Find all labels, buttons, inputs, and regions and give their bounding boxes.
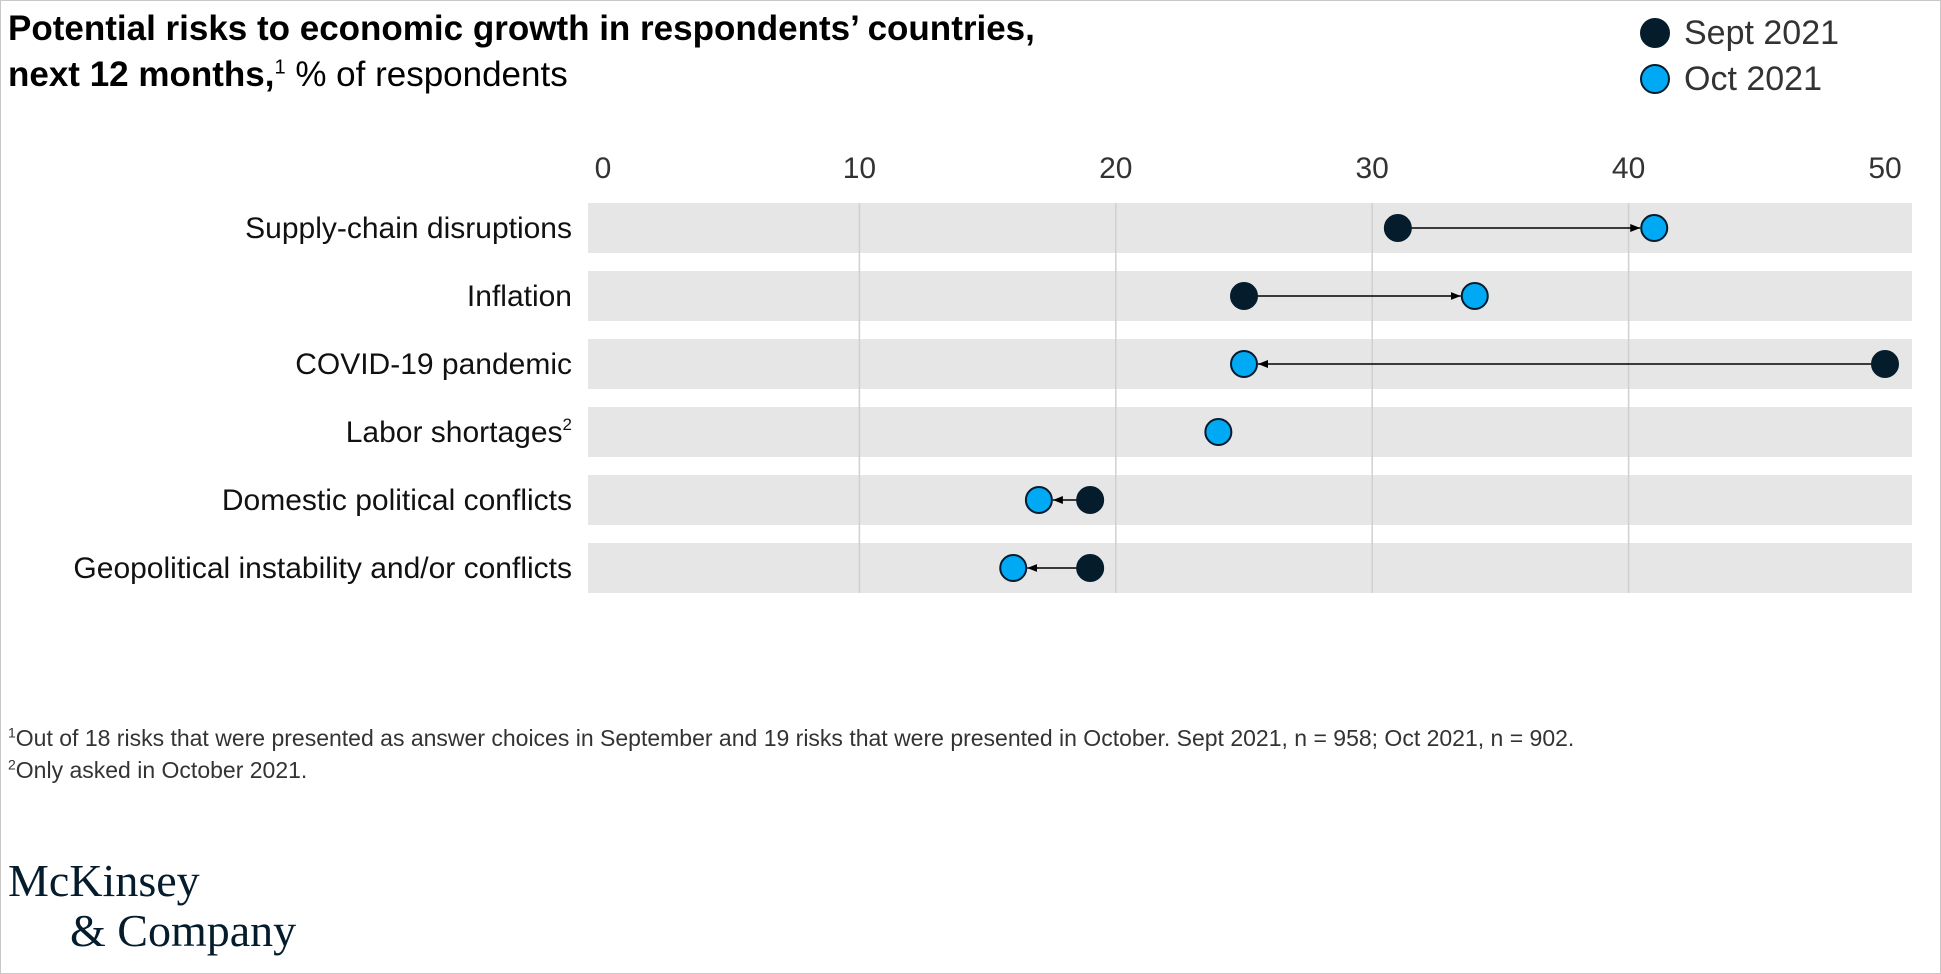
legend-label-sept: Sept 2021 xyxy=(1684,13,1840,52)
x-tick-label: 20 xyxy=(1099,152,1132,185)
footnote-2-text: Only asked in October 2021. xyxy=(15,757,308,783)
x-tick-label: 10 xyxy=(843,152,876,185)
dot-oct-2021 xyxy=(999,554,1028,582)
legend-swatch-oct xyxy=(1640,64,1670,94)
logo-line-2: & Company xyxy=(70,905,297,956)
category-label: Labor shortages2 xyxy=(346,415,572,449)
category-label: Inflation xyxy=(467,280,572,313)
category-label: Supply-chain disruptions xyxy=(245,212,572,245)
chart-title: Potential risks to economic growth in re… xyxy=(8,6,1035,98)
row-band xyxy=(588,475,1912,525)
x-tick-label: 50 xyxy=(1868,152,1901,185)
title-line-2: next 12 months, xyxy=(8,55,275,94)
legend-item-sept: Sept 2021 xyxy=(1640,10,1839,56)
mckinsey-logo: McKinsey & Company xyxy=(8,856,296,956)
dot-oct-2021 xyxy=(1024,486,1053,514)
footnote-1-mark: 1 xyxy=(8,724,16,741)
dot-sept-2021 xyxy=(1383,214,1412,242)
legend: Sept 2021 Oct 2021 xyxy=(1640,10,1839,102)
legend-item-oct: Oct 2021 xyxy=(1640,56,1839,102)
category-label-footnote-mark: 2 xyxy=(563,415,572,434)
row-band xyxy=(588,543,1912,593)
footnote-2: 2Only asked in October 2021. xyxy=(8,754,1574,786)
title-unit: % of respondents xyxy=(295,55,568,94)
footnotes: 1Out of 18 risks that were presented as … xyxy=(8,722,1574,786)
dot-sept-2021 xyxy=(1076,554,1105,582)
row-band xyxy=(588,407,1912,457)
dot-oct-2021 xyxy=(1640,214,1669,242)
title-line-1: Potential risks to economic growth in re… xyxy=(8,9,1035,48)
legend-swatch-sept xyxy=(1640,18,1670,48)
category-label: Domestic political conflicts xyxy=(222,484,572,517)
x-tick-label: 0 xyxy=(595,152,612,185)
dot-oct-2021 xyxy=(1204,418,1233,446)
dot-sept-2021 xyxy=(1076,486,1105,514)
x-tick-label: 40 xyxy=(1612,152,1645,185)
dumbbell-chart: 0 10 20 30 40 50 Supply-chain disruptions Infl… xyxy=(73,152,1912,593)
category-label: Geopolitical instability and/or conflict… xyxy=(73,552,572,585)
logo-line-1: McKinsey xyxy=(8,855,200,906)
x-tick-label: 30 xyxy=(1356,152,1389,185)
dot-oct-2021 xyxy=(1460,282,1489,310)
dot-oct-2021 xyxy=(1230,350,1258,378)
footnote-1: 1Out of 18 risks that were presented as … xyxy=(8,722,1574,754)
row-band xyxy=(588,203,1912,253)
dot-sept-2021 xyxy=(1871,350,1899,378)
legend-label-oct: Oct 2021 xyxy=(1684,59,1822,98)
title-footnote-mark: 1 xyxy=(274,56,286,79)
footnote-2-mark: 2 xyxy=(8,756,16,773)
category-label: COVID-19 pandemic xyxy=(295,348,572,381)
footnote-1-text: Out of 18 risks that were presented as a… xyxy=(15,725,1575,751)
dot-sept-2021 xyxy=(1230,282,1258,310)
